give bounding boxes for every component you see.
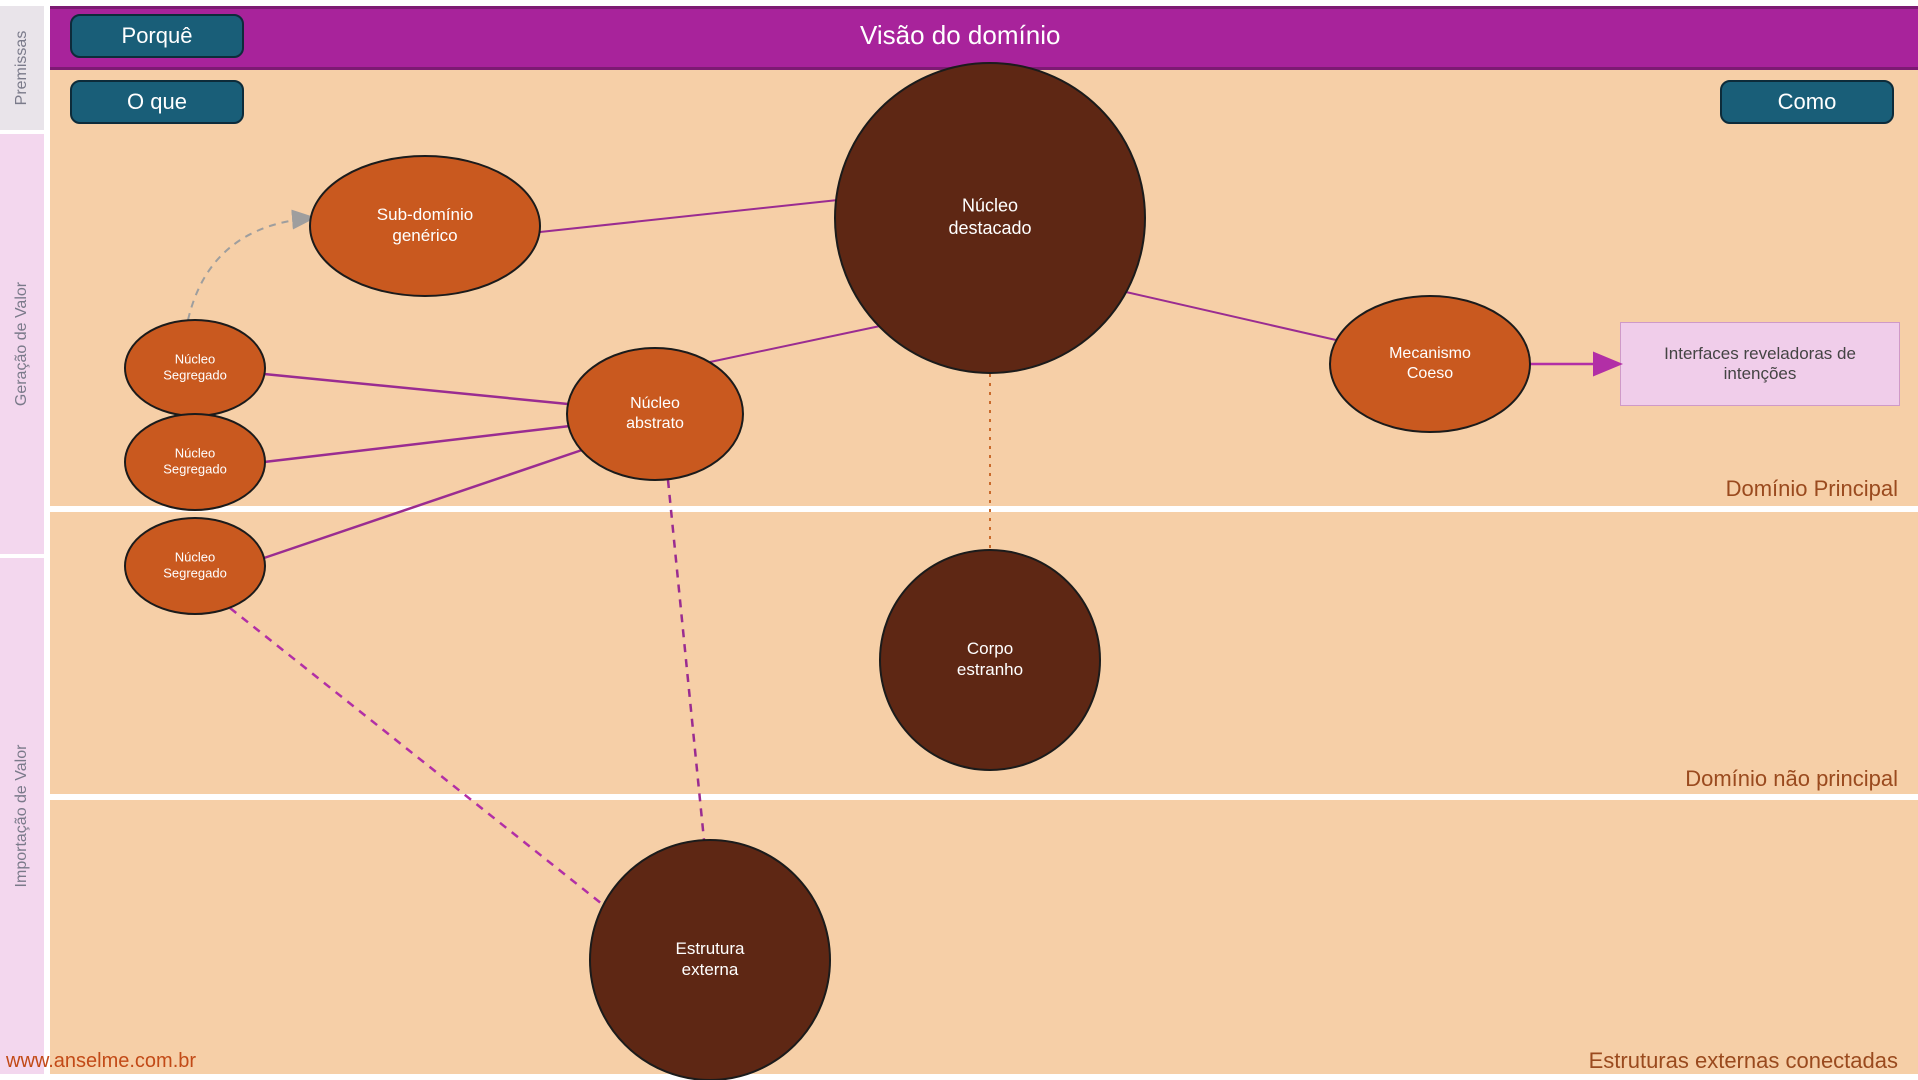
sidebar-strip-label: Importação de Valor	[13, 745, 31, 888]
node-label: Coeso	[1407, 365, 1453, 382]
node-label: externa	[682, 960, 739, 979]
node-label: Núcleo	[175, 549, 215, 564]
node-corpo[interactable]: Corpo estranho	[880, 550, 1100, 770]
pill-porque[interactable]: Porquê	[70, 14, 244, 58]
node-label: Mecanismo	[1389, 345, 1471, 362]
node-seg1[interactable]: Núcleo Segregado	[125, 320, 265, 416]
node-label: Núcleo	[962, 196, 1018, 216]
node-label: Núcleo	[630, 395, 680, 412]
pill-oque[interactable]: O que	[70, 80, 244, 124]
node-label: Segregado	[163, 566, 227, 581]
header-title: Visão do domínio	[860, 20, 1060, 51]
node-label: estranho	[957, 660, 1023, 679]
interfaces-info-box: Interfaces reveladoras de intenções	[1620, 322, 1900, 406]
sidebar-strip-label: Geração de Valor	[13, 282, 31, 406]
band-label-nonmain: Domínio não principal	[1685, 766, 1898, 792]
footer-link[interactable]: www.anselme.com.br	[6, 1050, 196, 1073]
band-label-external: Estruturas externas conectadas	[1589, 1048, 1898, 1074]
node-label: destacado	[948, 218, 1031, 238]
node-label: Segregado	[163, 368, 227, 383]
sidebar-strip-geracao: Geração de Valor	[0, 134, 46, 554]
sidebar-strip-label: Premissas	[13, 31, 31, 106]
node-seg3[interactable]: Núcleo Segregado	[125, 518, 265, 614]
node-subdom[interactable]: Sub-domínio genérico	[310, 156, 540, 296]
node-label: Sub-domínio	[377, 205, 473, 224]
node-seg2[interactable]: Núcleo Segregado	[125, 414, 265, 510]
sidebar-strip-importacao: Importação de Valor	[0, 558, 46, 1074]
node-label: Núcleo	[175, 445, 215, 460]
node-label: Núcleo	[175, 351, 215, 366]
node-label: Estrutura	[676, 939, 746, 958]
sidebar-strip-premissas: Premissas	[0, 6, 46, 130]
node-estrutura[interactable]: Estrutura externa	[590, 840, 830, 1080]
band-external	[50, 800, 1918, 1074]
node-label: genérico	[392, 226, 457, 245]
node-abstrato[interactable]: Núcleo abstrato	[567, 348, 743, 480]
band-label-main: Domínio Principal	[1726, 476, 1898, 502]
node-nucleo_dest[interactable]: Núcleodestacado	[835, 63, 1145, 373]
node-mecanismo[interactable]: Mecanismo Coeso	[1330, 296, 1530, 432]
node-label: Segregado	[163, 462, 227, 477]
pill-como[interactable]: Como	[1720, 80, 1894, 124]
node-label: abstrato	[626, 415, 684, 432]
node-label: Corpo	[967, 639, 1013, 658]
